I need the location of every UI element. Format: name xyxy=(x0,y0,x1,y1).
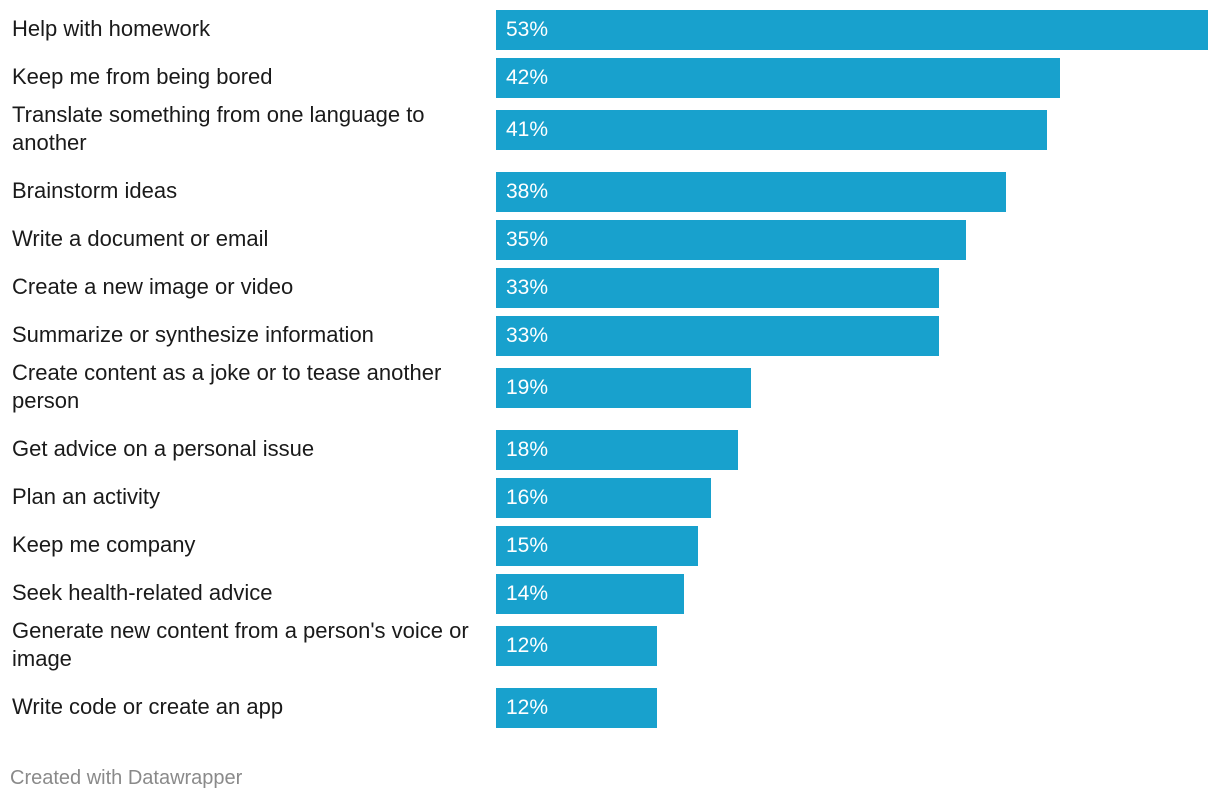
category-label: Keep me from being bored xyxy=(12,64,273,89)
category-label: Generate new content from a person's voi… xyxy=(12,618,469,671)
category-label: Seek health-related advice xyxy=(12,580,273,605)
bar-value-label: 53% xyxy=(506,18,549,41)
bar-value-label: 12% xyxy=(506,634,549,657)
bar: 35% xyxy=(496,220,967,260)
bar-value-label: 33% xyxy=(506,276,549,299)
bar-value-label: 33% xyxy=(506,324,549,347)
category-label: Keep me company xyxy=(12,532,196,557)
bar-value-label: 16% xyxy=(506,486,549,509)
bar-value-label: 42% xyxy=(506,66,549,89)
category-label: Summarize or synthesize information xyxy=(12,322,374,347)
bar: 38% xyxy=(496,172,1007,212)
category-label: Brainstorm ideas xyxy=(12,178,178,203)
category-label: Translate something from one language to… xyxy=(12,102,425,155)
bar: 12% xyxy=(496,626,658,666)
bar: 14% xyxy=(496,574,685,614)
bar: 15% xyxy=(496,526,698,566)
bar: 12% xyxy=(496,688,658,728)
category-label: Plan an activity xyxy=(12,484,160,509)
bar: 19% xyxy=(496,368,752,408)
bar-value-label: 12% xyxy=(506,696,549,719)
bar: 42% xyxy=(496,58,1061,98)
bar: 16% xyxy=(496,478,711,518)
category-label: Create a new image or video xyxy=(12,274,294,299)
bar: 53% xyxy=(496,10,1208,50)
bar-value-label: 35% xyxy=(506,228,549,251)
bar-value-label: 19% xyxy=(506,376,549,399)
bar: 41% xyxy=(496,110,1047,150)
category-label: Write a document or email xyxy=(12,226,269,251)
category-label: Get advice on a personal issue xyxy=(12,436,315,461)
bar-value-label: 15% xyxy=(506,534,549,557)
bar-value-label: 38% xyxy=(506,180,549,203)
credit-text: Created with Datawrapper xyxy=(10,767,243,789)
category-label: Write code or create an app xyxy=(12,694,284,719)
bar-value-label: 41% xyxy=(506,118,549,141)
bar: 18% xyxy=(496,430,738,470)
bar: 33% xyxy=(496,316,940,356)
bar: 33% xyxy=(496,268,940,308)
bar-value-label: 18% xyxy=(506,438,549,461)
bar-value-label: 14% xyxy=(506,582,549,605)
category-label: Create content as a joke or to tease ano… xyxy=(12,360,442,413)
category-label: Help with homework xyxy=(12,16,211,41)
